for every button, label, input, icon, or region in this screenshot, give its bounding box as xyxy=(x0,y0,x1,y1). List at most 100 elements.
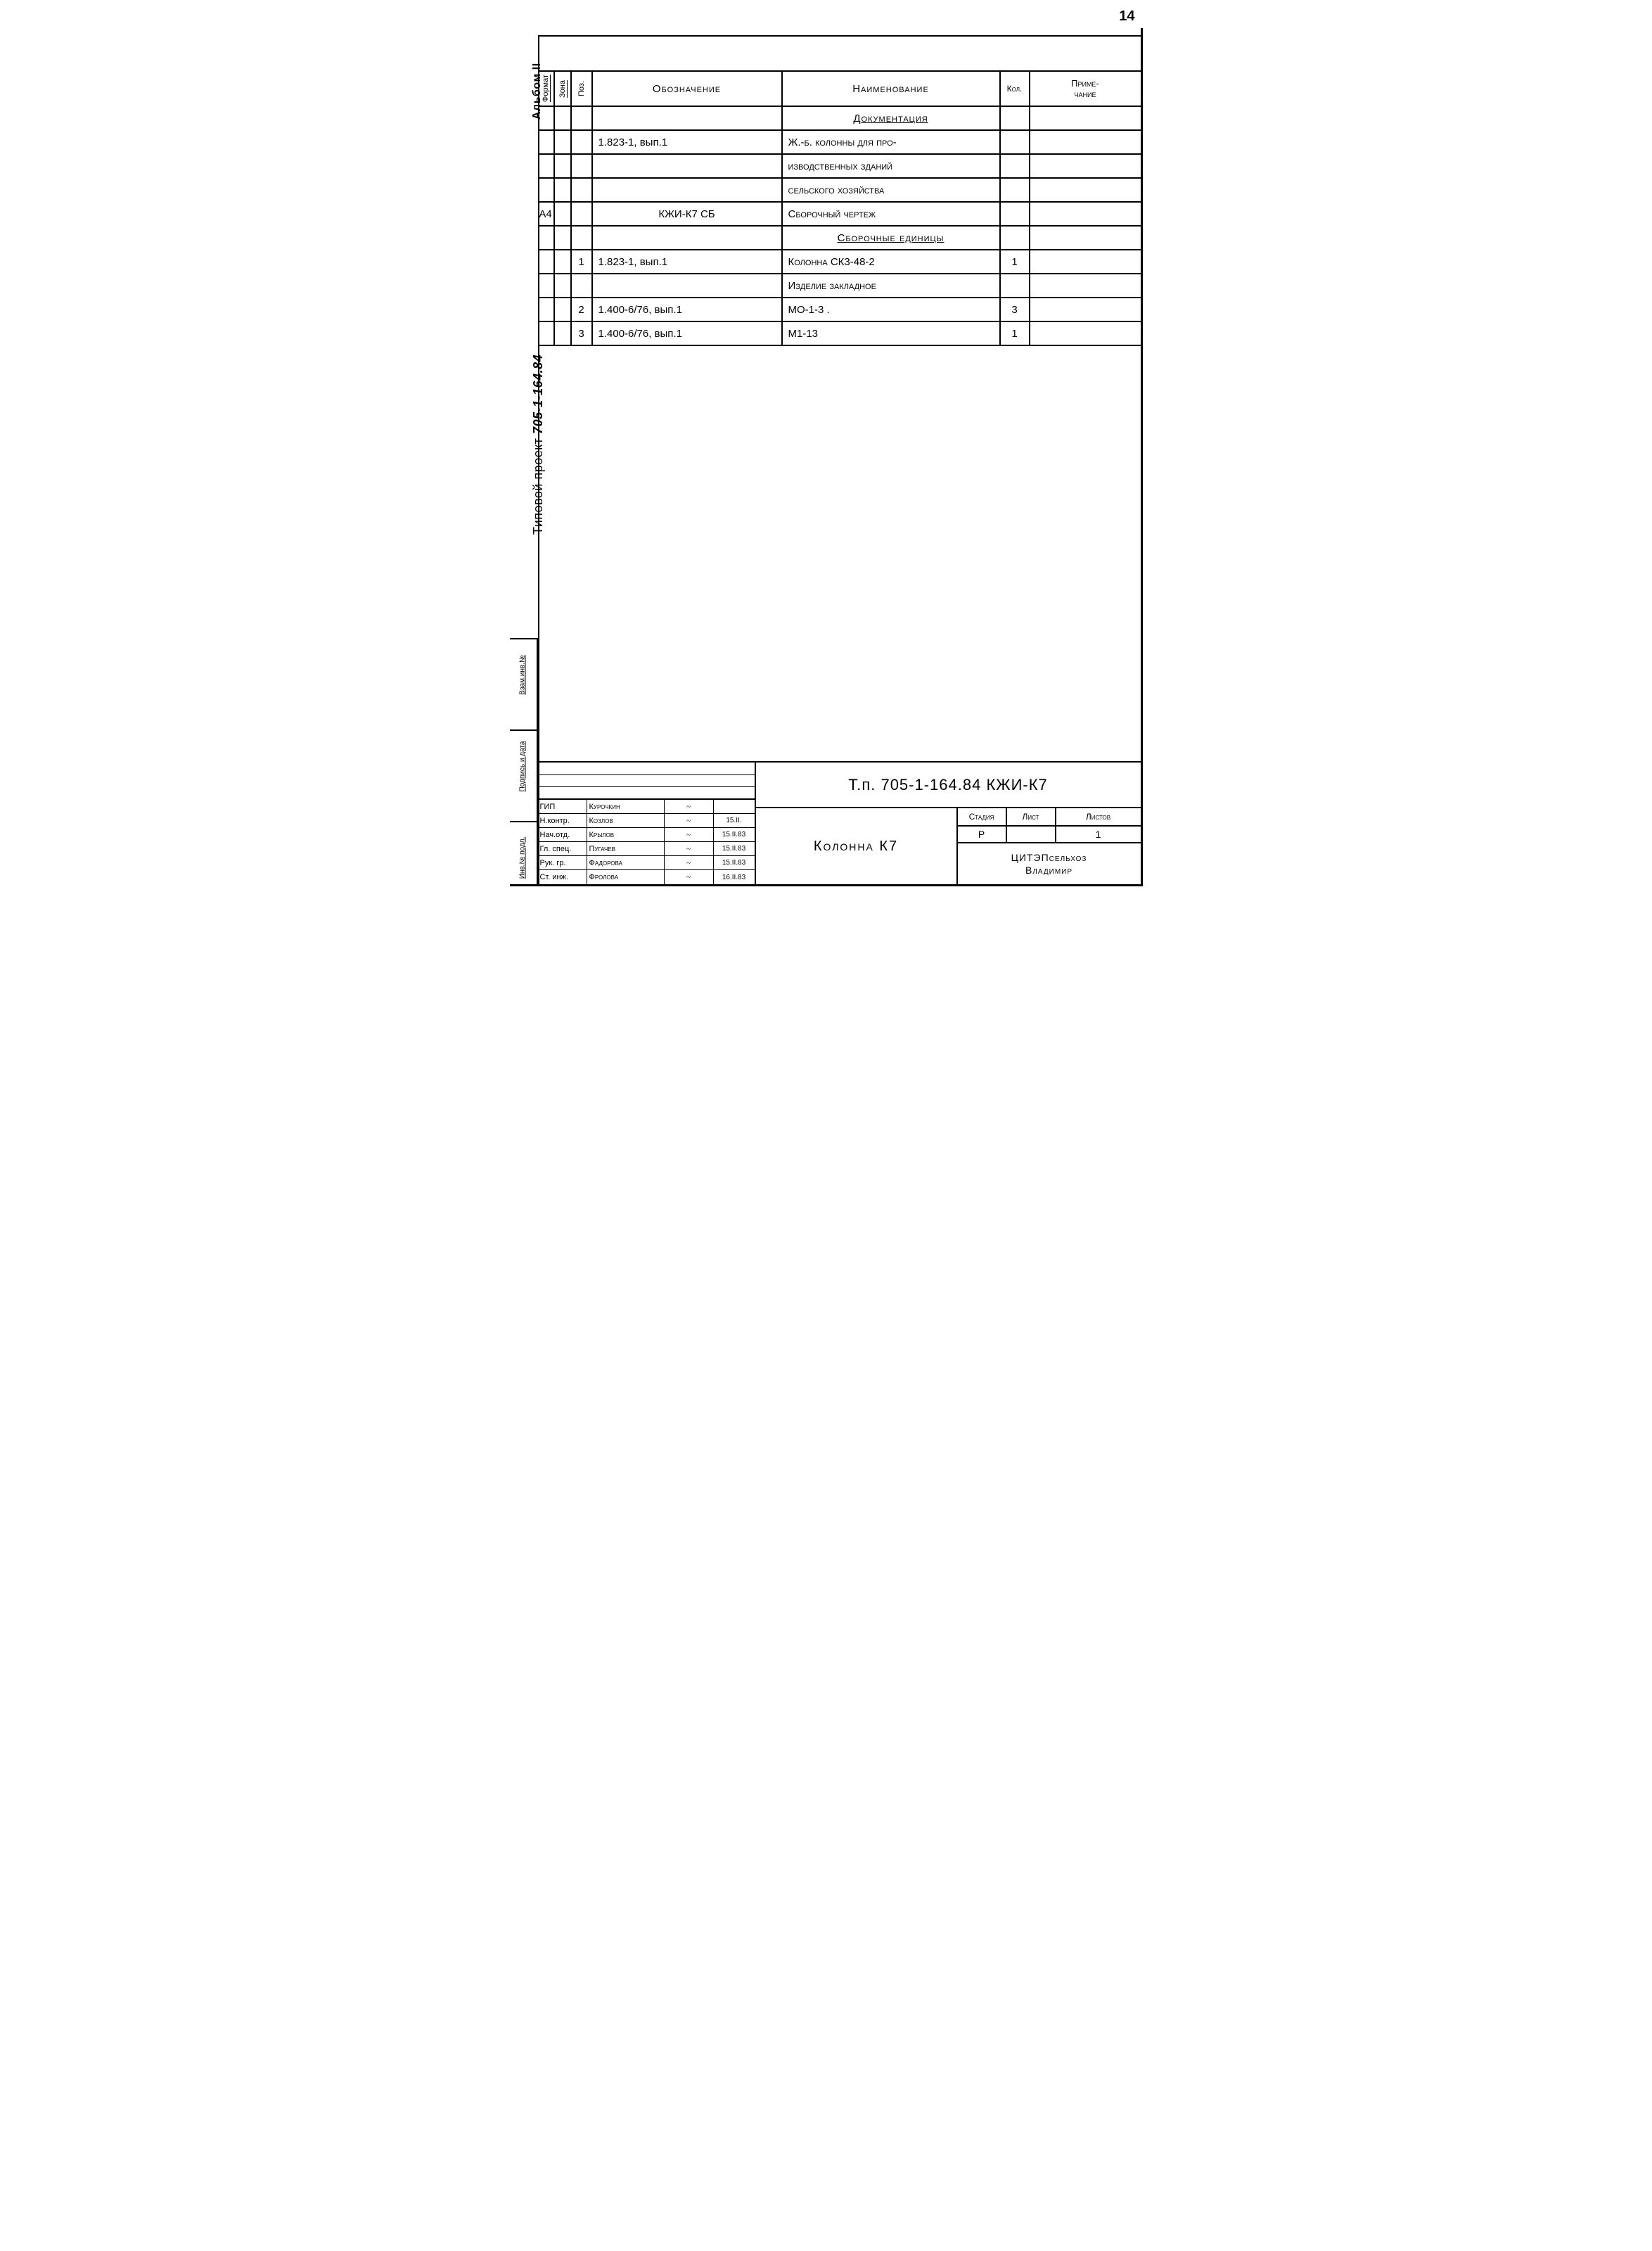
sig-date: 15.II.83 xyxy=(714,856,755,869)
sig-role: Ст. инж. xyxy=(538,870,587,884)
meta-header-sheets: Листов xyxy=(1056,808,1141,825)
spec-row: Сборочные единицы xyxy=(538,227,1141,250)
spec-cell xyxy=(572,155,593,179)
title-block: ГИПКурочкин~Н.контр.Козлов~15.II.Нач.отд… xyxy=(538,761,1141,884)
spec-cell xyxy=(1001,155,1030,179)
sig-name: Крылов xyxy=(587,828,665,841)
spec-row: 31.400-6/76, вып.1М1-131 xyxy=(538,322,1141,346)
spec-cell xyxy=(572,107,593,131)
col-header-name: Наименование xyxy=(783,72,1001,107)
sig-name: Пугачев xyxy=(587,842,665,855)
spec-cell xyxy=(538,131,555,155)
spec-cell: Документация xyxy=(783,107,1001,131)
sig-signature: ~ xyxy=(665,800,714,813)
signature-row: Ст. инж.Фролова~16.II.83 xyxy=(538,870,755,884)
spec-cell: М1-13 xyxy=(783,322,1001,346)
spec-cell: Ж.-б. колонны для про- xyxy=(783,131,1001,155)
side-box-vzam: Взам.инв.№ xyxy=(510,638,538,729)
spec-cell: 1 xyxy=(1001,322,1030,346)
sig-role: ГИП xyxy=(538,800,587,813)
spec-cell xyxy=(555,155,572,179)
spec-cell xyxy=(593,179,783,203)
spec-cell: 1 xyxy=(572,250,593,274)
sig-name: Козлов xyxy=(587,814,665,827)
meta-header-stage: Стадия xyxy=(958,808,1007,825)
sig-name: Курочкин xyxy=(587,800,665,813)
spec-cell xyxy=(538,227,555,250)
spec-cell: 2 xyxy=(572,298,593,322)
spec-cell xyxy=(593,227,783,250)
spec-cell xyxy=(1030,203,1141,227)
spec-cell xyxy=(1030,131,1141,155)
drawing-sheet: 14 Альбом II Типовой проект 705-1-164.84… xyxy=(510,28,1143,886)
spec-cell xyxy=(593,107,783,131)
col-header-note: Приме- чание xyxy=(1030,72,1141,107)
sig-date xyxy=(714,800,755,813)
signature-row: ГИПКурочкин~ xyxy=(538,800,755,814)
sig-name: Фадорова xyxy=(587,856,665,869)
spec-cell xyxy=(538,155,555,179)
sig-name: Фролова xyxy=(587,870,665,884)
side-box-inv: Инв.№ подл. xyxy=(510,821,538,884)
spec-cell xyxy=(1030,155,1141,179)
spec-cell xyxy=(572,131,593,155)
sig-role: Гл. спец. xyxy=(538,842,587,855)
spec-cell: Изделие закладное xyxy=(783,274,1001,298)
spec-cell xyxy=(1001,227,1030,250)
title-block-left: ГИПКурочкин~Н.контр.Козлов~15.II.Нач.отд… xyxy=(538,763,756,884)
spec-cell xyxy=(1001,131,1030,155)
meta-header-sheet: Лист xyxy=(1007,808,1056,825)
spec-cell: 1.400-6/76, вып.1 xyxy=(593,298,783,322)
side-box-podpis: Подпись и дата xyxy=(510,729,538,821)
spec-row: Изделие закладное xyxy=(538,274,1141,298)
page-number: 14 xyxy=(1119,8,1134,25)
spec-cell: 1 xyxy=(1001,250,1030,274)
title-block-meta: Стадия Лист Листов Р 1 ЦИТЭПсельхоз Влад… xyxy=(958,808,1141,884)
spec-cell xyxy=(593,274,783,298)
spec-cell xyxy=(555,107,572,131)
spec-cell: Сборочный чертеж xyxy=(783,203,1001,227)
sig-date: 15.II.83 xyxy=(714,842,755,855)
document-title: Колонна К7 xyxy=(756,808,958,884)
spec-cell xyxy=(538,322,555,346)
spec-cell xyxy=(572,179,593,203)
spec-cell xyxy=(593,155,783,179)
spec-table: Формат Зона Поз. Обозначение Наименовани… xyxy=(538,70,1141,346)
spec-cell: 1.823-1, вып.1 xyxy=(593,250,783,274)
signature-row: Н.контр.Козлов~15.II. xyxy=(538,814,755,828)
spec-row: А4КЖИ-К7 СБСборочный чертеж xyxy=(538,203,1141,227)
col-header-zona: Зона xyxy=(555,72,572,107)
spec-cell xyxy=(1030,107,1141,131)
sig-signature: ~ xyxy=(665,856,714,869)
sig-date: 16.II.83 xyxy=(714,870,755,884)
spec-cell xyxy=(1001,107,1030,131)
signature-row: Нач.отд.Крылов~15.II.83 xyxy=(538,828,755,842)
title-block-revision-grid xyxy=(538,763,755,800)
spec-cell xyxy=(538,250,555,274)
spec-cell: Сборочные единицы xyxy=(783,227,1001,250)
spec-row: 11.823-1, вып.1Колонна СК3-48-21 xyxy=(538,250,1141,274)
spec-cell xyxy=(1030,250,1141,274)
spec-cell: Колонна СК3-48-2 xyxy=(783,250,1001,274)
col-header-kol: Кол. xyxy=(1001,72,1030,107)
spec-cell xyxy=(538,107,555,131)
spec-cell xyxy=(572,227,593,250)
spec-cell xyxy=(555,322,572,346)
col-header-pos: Поз. xyxy=(572,72,593,107)
spec-cell xyxy=(1001,203,1030,227)
spec-cell: 3 xyxy=(572,322,593,346)
spec-header-row: Формат Зона Поз. Обозначение Наименовани… xyxy=(538,72,1141,107)
spec-cell: А4 xyxy=(538,203,555,227)
spec-cell xyxy=(1001,179,1030,203)
sig-signature: ~ xyxy=(665,842,714,855)
spec-cell: МО-1-3 . xyxy=(783,298,1001,322)
spec-cell xyxy=(555,274,572,298)
spec-row: Документация xyxy=(538,107,1141,131)
document-code: Т.п. 705-1-164.84 КЖИ-К7 xyxy=(756,763,1141,808)
sig-role: Н.контр. xyxy=(538,814,587,827)
spec-row: сельского хозяйства xyxy=(538,179,1141,203)
spec-cell xyxy=(555,250,572,274)
title-block-right: Т.п. 705-1-164.84 КЖИ-К7 Колонна К7 Стад… xyxy=(756,763,1141,884)
spec-cell: сельского хозяйства xyxy=(783,179,1001,203)
col-header-format: Формат xyxy=(538,72,555,107)
